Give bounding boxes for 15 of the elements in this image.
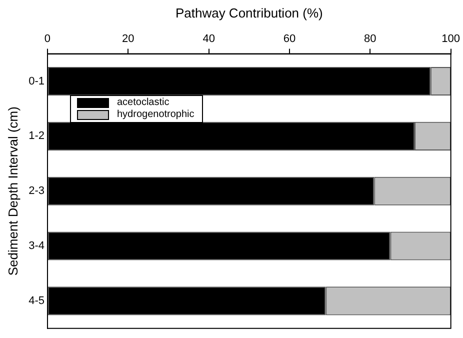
y-tick-label: 3-4 [28, 240, 44, 252]
legend-label: acetoclastic [117, 96, 170, 109]
y-tick-label: 2-3 [28, 185, 44, 198]
x-tick-label: 100 [442, 33, 460, 46]
x-tick-label: 60 [283, 33, 296, 46]
y-tick-label: 1-2 [28, 130, 44, 142]
x-tick-label: 20 [122, 33, 134, 46]
x-tick-label: 80 [364, 33, 376, 46]
y-tick-label: 4-5 [28, 294, 44, 307]
x-tick-label: 40 [202, 33, 215, 46]
legend-label: hydrogenotrophic [117, 108, 194, 121]
x-axis-title: Pathway Contribution (%) [175, 5, 323, 20]
x-tick-label: 0 [44, 33, 51, 46]
y-tick-label: 0-1 [28, 75, 44, 88]
y-axis-title: Sediment Depth Interval (cm) [5, 106, 20, 276]
